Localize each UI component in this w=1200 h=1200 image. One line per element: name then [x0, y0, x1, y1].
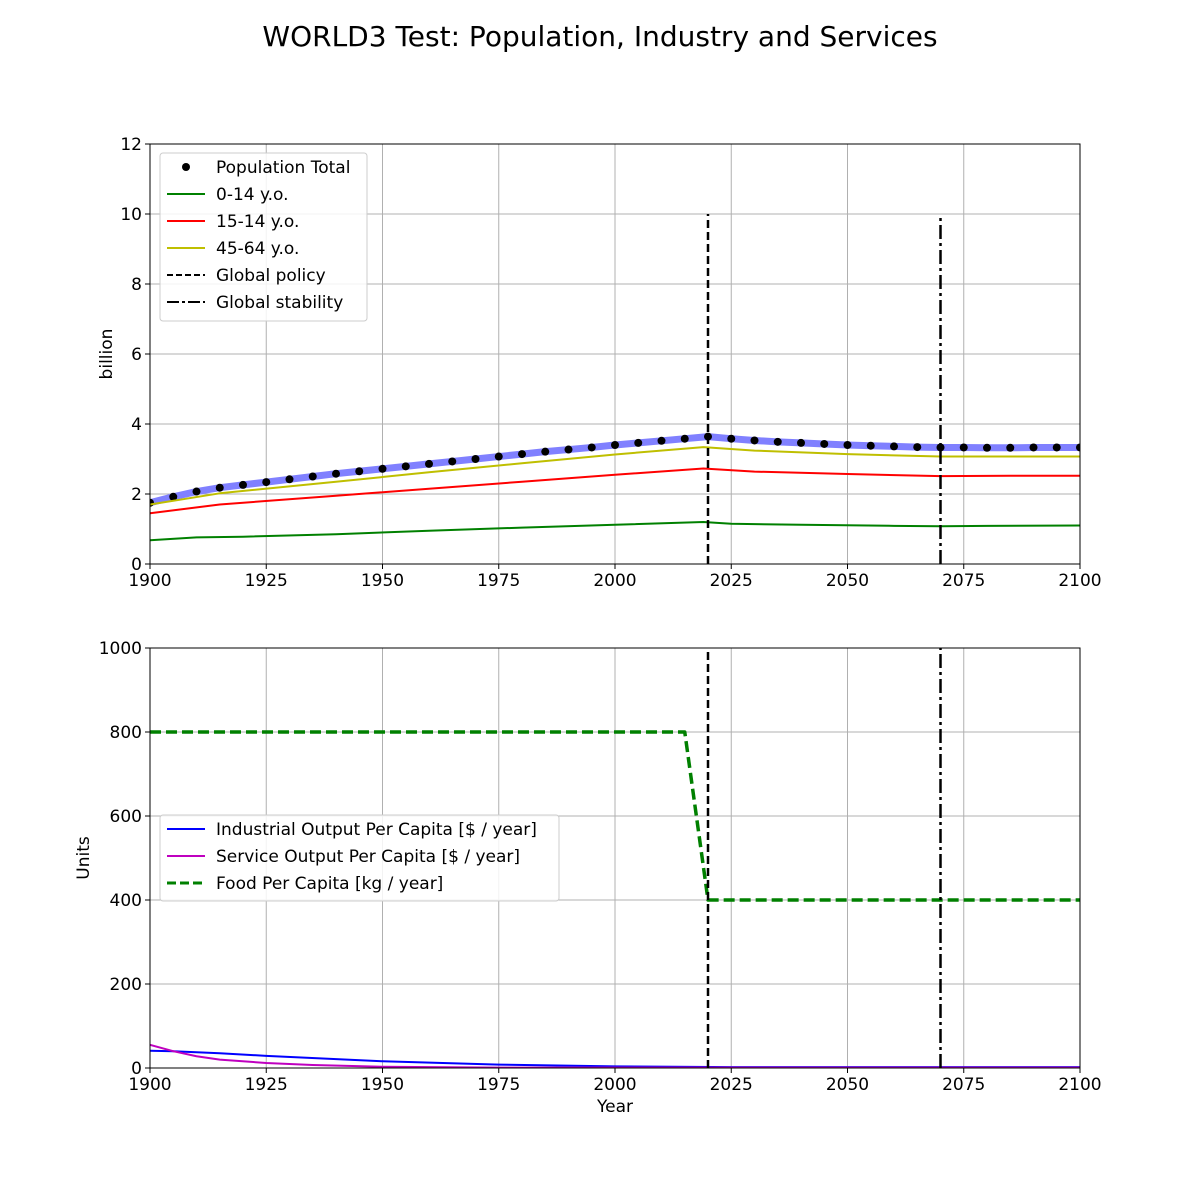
x-tick-label: 2025	[710, 571, 753, 591]
population-point	[983, 443, 991, 452]
population-point	[936, 443, 945, 452]
population-point	[634, 438, 643, 447]
legend-label: Global policy	[216, 266, 326, 286]
x-tick-label: 2025	[710, 1075, 753, 1095]
population-point	[1029, 443, 1038, 452]
population-point	[890, 442, 898, 451]
legend-marker	[182, 163, 190, 171]
y-tick-label: 600	[110, 807, 142, 827]
y-tick-label: 0	[131, 1059, 142, 1079]
population-point	[448, 457, 457, 466]
x-tick-label: 2075	[942, 1075, 985, 1095]
population-point	[425, 459, 433, 468]
x-tick-label: 2075	[942, 571, 985, 591]
population-point	[913, 443, 922, 452]
legend: Population Total 0-14 y.o. 15-14 y.o. 45-64…	[159, 152, 368, 322]
y-tick-label: 1000	[99, 639, 142, 659]
population-point	[215, 483, 224, 492]
population-point	[1006, 443, 1015, 452]
population-point	[727, 434, 736, 443]
x-tick-label: 2100	[1058, 571, 1101, 591]
population-point	[262, 478, 271, 487]
population-point	[587, 443, 596, 452]
population-point	[611, 441, 619, 449]
population-point	[657, 436, 666, 445]
population-point	[494, 452, 503, 461]
y-tick-label: 400	[110, 891, 142, 911]
x-tick-label: 1950	[361, 571, 404, 591]
population-point	[518, 450, 526, 459]
population-point	[541, 447, 550, 456]
legend: Industrial Output Per Capita [$ / year] S…	[159, 814, 560, 902]
y-tick-label: 12	[120, 135, 142, 155]
population-point	[401, 462, 410, 471]
population-point	[471, 455, 480, 463]
y-axis-label: Units	[74, 836, 94, 880]
y-tick-label: 0	[131, 555, 142, 575]
population-point	[843, 441, 852, 449]
x-tick-label: 1925	[245, 1075, 288, 1095]
x-tick-label: 2000	[593, 1075, 636, 1095]
y-tick-label: 2	[131, 485, 142, 505]
legend-label: 15-14 y.o.	[216, 212, 299, 232]
legend-label: 45-64 y.o.	[216, 239, 299, 259]
population-point	[820, 439, 829, 448]
x-tick-label: 1925	[245, 571, 288, 591]
population-point	[797, 438, 805, 447]
legend-label: Industrial Output Per Capita [$ / year]	[216, 820, 537, 840]
population-point	[750, 436, 759, 445]
population-chart: 1900 1925 1950 1975 2000 2025 2050 2075 2100 0 2 4 6…	[97, 135, 1102, 591]
population-point	[680, 434, 689, 443]
population-point	[332, 469, 340, 478]
legend-label: Service Output Per Capita [$ / year]	[216, 847, 520, 867]
output-per-capita-chart: 1900 1925 1950 1975 2000 2025 2050 2075 2100 0 200…	[74, 639, 1102, 1117]
x-tick-label: 1975	[477, 1075, 520, 1095]
population-point	[192, 487, 201, 496]
y-tick-label: 800	[110, 723, 142, 743]
x-axis-label: Year	[596, 1097, 633, 1117]
y-tick-label: 4	[131, 415, 142, 435]
45-64-y-o-line	[150, 446, 1080, 506]
x-tick-label: 1975	[477, 571, 520, 591]
population-point	[355, 467, 364, 476]
population-point	[1052, 443, 1061, 452]
0-14-y-o-line	[150, 521, 1080, 542]
y-axis-label: billion	[97, 329, 117, 380]
legend-label: Global stability	[216, 293, 343, 313]
x-tick-label: 2050	[826, 571, 869, 591]
y-tick-label: 200	[110, 975, 142, 995]
series-group	[150, 214, 1080, 564]
legend-box	[159, 814, 560, 902]
population-point	[959, 443, 968, 452]
food-per-capita-kg-year-line	[150, 730, 1080, 902]
population-point	[564, 445, 573, 454]
15-14-y-o-line	[150, 467, 1080, 515]
legend-label: Food Per Capita [kg / year]	[216, 874, 443, 894]
legend-label: 0-14 y.o.	[216, 185, 289, 205]
x-tick-label: 1950	[361, 1075, 404, 1095]
population-point	[308, 472, 317, 481]
x-tick-label: 1900	[128, 1075, 171, 1095]
population-point	[866, 441, 875, 450]
population-point	[239, 480, 247, 489]
legend-label: Population Total	[216, 158, 350, 178]
y-tick-label: 8	[131, 275, 142, 295]
legend-box	[159, 152, 368, 322]
figure-title: WORLD3 Test: Population, Industry and Se…	[262, 20, 937, 53]
population-point	[285, 475, 294, 484]
x-tick-label: 1900	[128, 571, 171, 591]
y-tick-label: 6	[131, 345, 142, 365]
x-tick-label: 2100	[1058, 1075, 1101, 1095]
x-tick-label: 2050	[826, 1075, 869, 1095]
population-point	[169, 492, 178, 501]
y-tick-label: 10	[120, 205, 142, 225]
population-point	[378, 464, 387, 473]
population-point	[773, 437, 782, 446]
population-point	[1076, 443, 1080, 452]
x-tick-label: 2000	[593, 571, 636, 591]
